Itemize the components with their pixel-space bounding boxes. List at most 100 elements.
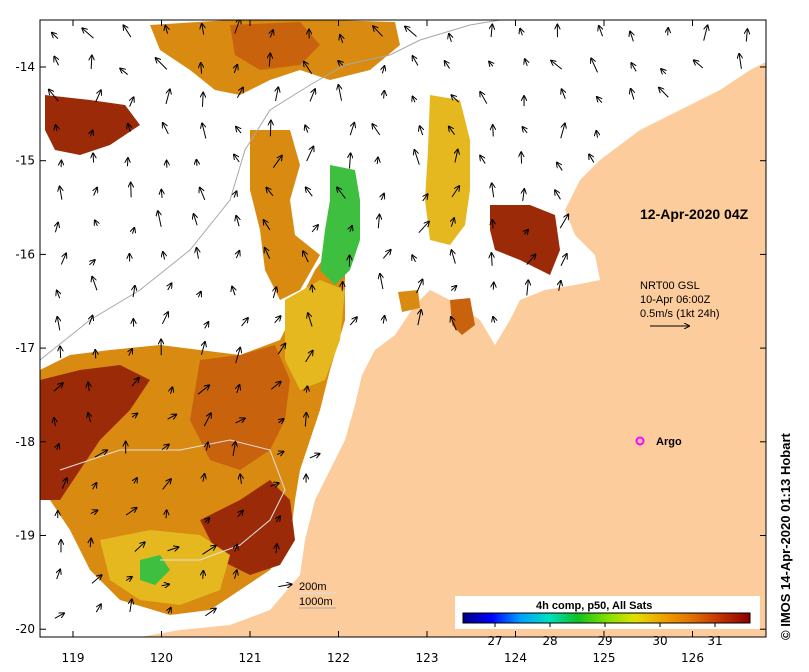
current-arrow: [349, 317, 357, 326]
current-arrow: [480, 92, 488, 104]
current-arrow: [94, 188, 97, 196]
current-arrow: [276, 452, 283, 455]
current-arrow: [95, 90, 101, 103]
current-arrow: [57, 291, 60, 299]
date-label: 12-Apr-2020 04Z: [640, 206, 749, 222]
current-arrow: [95, 220, 98, 226]
current-arrow: [269, 54, 270, 67]
current-arrow: [132, 413, 137, 417]
current-arrow: [276, 516, 280, 523]
current-arrow: [95, 350, 96, 359]
current-arrow: [493, 125, 494, 137]
current-arrow: [125, 577, 132, 581]
current-arrow: [311, 225, 318, 233]
current-arrow: [423, 194, 428, 202]
current-arrow: [128, 124, 131, 132]
current-arrow: [236, 127, 241, 134]
current-arrow: [237, 385, 240, 394]
argo-float: Argo: [635, 436, 682, 448]
current-arrow: [93, 153, 94, 163]
sst-patches: [40, 20, 560, 615]
current-arrow: [382, 250, 390, 259]
current-arrow: [384, 91, 385, 99]
current-arrow: [270, 121, 271, 137]
current-arrow: [305, 125, 308, 133]
current-arrow: [493, 283, 494, 290]
current-arrow: [527, 280, 529, 296]
longitude-tick-label: 120: [150, 651, 173, 665]
current-arrow: [270, 382, 280, 390]
current-arrow: [562, 89, 566, 99]
current-arrow: [205, 322, 209, 329]
longitude-tick-label: 119: [62, 651, 85, 665]
current-arrow: [555, 190, 561, 200]
current-arrow: [659, 88, 669, 98]
current-arrow: [265, 248, 271, 259]
colorbar-tick-label: 29: [597, 634, 612, 648]
current-arrow: [309, 454, 320, 458]
current-arrow: [306, 147, 314, 162]
current-arrow: [373, 26, 383, 37]
current-arrow: [451, 218, 454, 227]
current-arrow: [197, 385, 209, 395]
argo-label: Argo: [656, 436, 682, 448]
current-arrow: [92, 277, 98, 291]
current-arrow: [198, 292, 201, 297]
current-arrow: [234, 191, 236, 198]
current-arrow: [270, 483, 278, 486]
current-arrow: [55, 223, 58, 233]
current-arrow: [171, 387, 173, 394]
current-arrow: [480, 156, 486, 164]
current-arrow: [276, 544, 277, 554]
current-info-line3: 0.5m/s (1kt 24h): [640, 308, 719, 320]
current-arrow: [449, 127, 455, 135]
current-arrow: [492, 183, 494, 198]
current-arrow: [451, 250, 456, 264]
latitude-tick-label: -17: [15, 341, 35, 355]
colorbar: 4h comp, p50, All Sats 27 28 29 30 31: [455, 596, 760, 648]
current-arrow: [91, 56, 92, 69]
colorbar-tick-label: 31: [707, 634, 722, 648]
current-arrow: [57, 317, 59, 331]
current-arrow: [241, 318, 248, 327]
longitude-tick-label: 126: [681, 651, 704, 665]
current-arrow: [305, 351, 313, 363]
current-arrow: [130, 599, 132, 613]
credit-line: © IMOS 14-Apr-2020 01:13 Hobart: [778, 433, 793, 640]
current-arrow: [232, 287, 235, 296]
map-border: [39, 19, 767, 638]
current-arrow: [54, 57, 58, 66]
current-arrow: [405, 26, 417, 37]
current-arrow: [340, 35, 343, 44]
current-arrow: [746, 29, 747, 42]
current-arrow: [489, 62, 493, 67]
current-arrow: [631, 63, 637, 72]
current-arrow: [235, 418, 245, 424]
argo-marker: [635, 436, 645, 446]
current-arrow: [560, 254, 567, 266]
current-arrow: [522, 127, 527, 134]
latitude-tick-label: -18: [15, 435, 35, 449]
current-arrow: [451, 286, 456, 291]
current-arrow: [202, 123, 207, 139]
current-arrow: [703, 25, 708, 41]
current-arrow: [305, 413, 306, 427]
current-arrow: [130, 97, 134, 107]
longitude-tick-label: 124: [504, 651, 527, 665]
current-arrow: [205, 518, 209, 522]
current-arrow: [491, 25, 492, 38]
current-arrow: [234, 65, 237, 74]
current-arrow: [266, 188, 274, 197]
longitude-axis: 119 120 121 122 123 124 125 126: [62, 20, 704, 665]
sst-patch-northwest: [45, 95, 140, 155]
current-arrow: [278, 584, 291, 586]
current-arrow: [589, 154, 595, 163]
current-arrow: [234, 155, 240, 163]
current-arrow: [306, 386, 307, 393]
current-arrow: [591, 58, 598, 73]
current-arrow: [161, 190, 162, 199]
land-mass: [140, 20, 766, 637]
contour-200m: [59, 439, 286, 561]
current-arrow: [49, 90, 59, 102]
